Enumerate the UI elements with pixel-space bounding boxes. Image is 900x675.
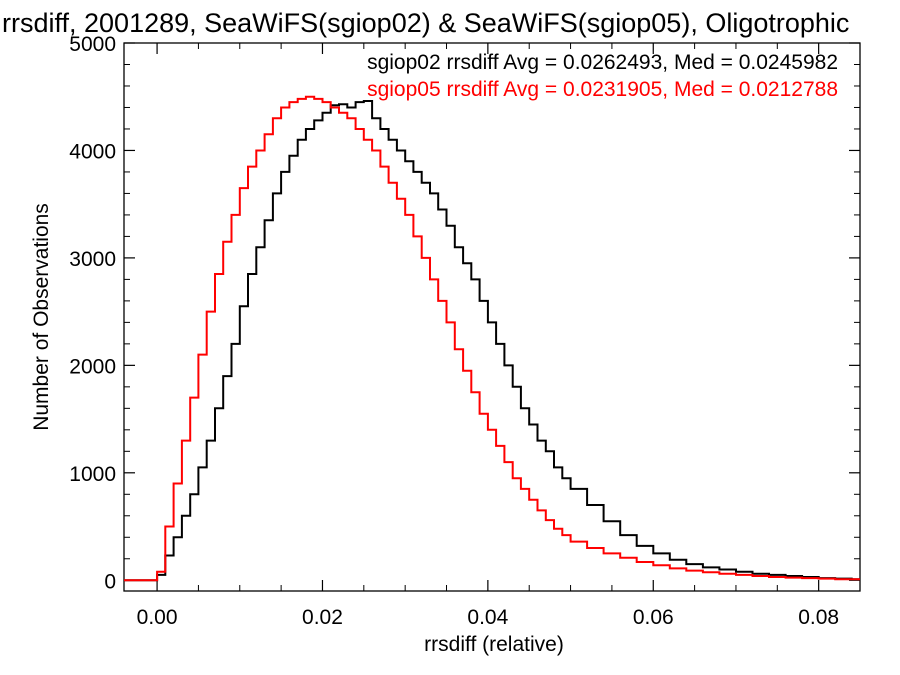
x-axis-label: rrsdiff (relative) xyxy=(424,633,564,656)
y-tick-label: 4000 xyxy=(69,140,116,163)
y-tick-label: 5000 xyxy=(69,33,116,56)
stats-annotation-sgiop05: sgiop05 rrsdiff Avg = 0.0231905, Med = 0… xyxy=(367,78,838,101)
plot-border xyxy=(123,42,861,592)
x-axis: 0.00 0.02 0.04 0.06 0.08 xyxy=(137,43,861,629)
y-tick-label: 0 xyxy=(104,570,116,593)
x-tick-label: 0.00 xyxy=(137,606,178,629)
y-tick-label: 2000 xyxy=(69,355,116,378)
plot-frame xyxy=(123,42,861,592)
x-tick-label: 0.04 xyxy=(467,606,508,629)
series-line-0 xyxy=(124,100,860,582)
stats-annotation-sgiop02: sgiop02 rrsdiff Avg = 0.0262493, Med = 0… xyxy=(367,51,838,74)
y-tick-label: 3000 xyxy=(69,248,116,271)
x-tick-label: 0.06 xyxy=(633,606,674,629)
series-line-1 xyxy=(124,95,860,582)
y-tick-label: 1000 xyxy=(69,463,116,486)
x-tick-label: 0.02 xyxy=(302,606,343,629)
x-tick-label: 0.08 xyxy=(798,606,839,629)
chart-title: rrsdiff, 2001289, SeaWiFS(sgiop02) & Sea… xyxy=(2,8,849,38)
y-axis-label: Number of Observations xyxy=(30,203,53,431)
y-axis: 0 1000 2000 3000 4000 5000 xyxy=(69,33,860,593)
series-layer xyxy=(124,95,860,582)
